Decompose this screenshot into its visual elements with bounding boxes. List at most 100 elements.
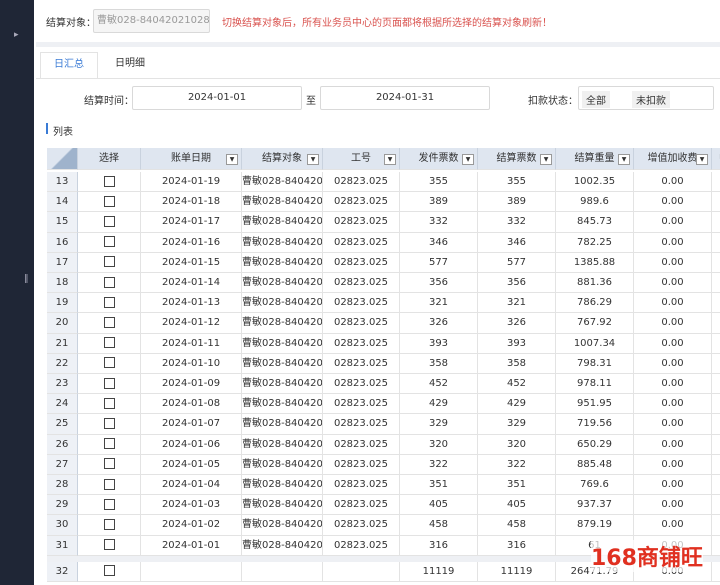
cell: 316	[478, 535, 556, 556]
cell: 881.36	[556, 273, 634, 294]
cell: 02823.025	[323, 273, 400, 294]
row-number: 31	[47, 535, 78, 556]
status-tag: 全部	[582, 91, 610, 108]
checkbox[interactable]	[103, 195, 115, 207]
cell: 2024-01-12	[141, 313, 242, 334]
cell: 356	[478, 273, 556, 294]
filter-button[interactable]: ▼	[384, 154, 396, 165]
cell: 02823.025	[323, 394, 400, 415]
select-cell	[78, 414, 141, 435]
cell: 2024-01-02	[141, 515, 242, 536]
cell	[712, 212, 720, 233]
cell: 0.00	[634, 252, 712, 273]
filter-button[interactable]: ▼	[307, 154, 319, 165]
cell: 0.00	[634, 172, 712, 193]
cell: 316	[400, 535, 478, 556]
cell: 458	[400, 515, 478, 536]
cell: 358	[400, 353, 478, 374]
cell: 02823.025	[323, 374, 400, 395]
column-header: 工号 ▼	[323, 148, 400, 170]
checkbox[interactable]	[103, 337, 115, 349]
cell: 曹敏028-84042021	[242, 353, 323, 374]
cell: 2024-01-18	[141, 192, 242, 213]
cell	[712, 435, 720, 455]
checkbox[interactable]	[103, 438, 115, 450]
cell: 02823.025	[323, 515, 400, 536]
notice: 切换结算对象后，所有业务员中心的页面都将根据所选择的结算对象刷新！	[222, 18, 552, 29]
filter-button[interactable]: ▼	[696, 154, 708, 165]
checkbox[interactable]	[103, 478, 115, 490]
checkbox[interactable]	[103, 565, 115, 577]
cell: 曹敏028-84042021	[242, 313, 323, 334]
cell	[712, 313, 720, 334]
cell: 02823.025	[323, 353, 400, 374]
checkbox[interactable]	[103, 175, 115, 187]
time-label: 结算时间：	[84, 96, 134, 107]
scrollbar[interactable]	[47, 555, 720, 562]
checkbox[interactable]	[103, 498, 115, 510]
checkbox[interactable]	[103, 417, 115, 429]
start-date[interactable]: 2024-01-01	[132, 86, 302, 110]
cell: 曹敏028-84042021	[242, 273, 323, 294]
checkbox[interactable]	[103, 518, 115, 530]
cell: 782.25	[556, 232, 634, 253]
column-header: 结算重量 ▼	[556, 148, 634, 170]
cell: 0.00	[634, 232, 712, 253]
checkbox[interactable]	[103, 215, 115, 227]
checkbox[interactable]	[103, 256, 115, 268]
cell: 885.48	[556, 454, 634, 475]
total-cell	[712, 562, 720, 582]
sidebar: ▸ ‖	[0, 0, 34, 585]
checkbox[interactable]	[103, 458, 115, 470]
cell: 0.00	[634, 333, 712, 354]
cell: 719.56	[556, 414, 634, 435]
checkbox[interactable]	[103, 236, 115, 248]
cell: 02823.025	[323, 172, 400, 193]
checkbox[interactable]	[103, 296, 115, 308]
column-header: 中	[712, 148, 720, 170]
select-cell	[78, 313, 141, 334]
select-cell	[78, 515, 141, 536]
status-tag: 未扣款	[632, 91, 670, 108]
filter-button[interactable]: ▼	[226, 154, 238, 165]
expand-arrow[interactable]: ▸	[14, 30, 19, 40]
filter-button[interactable]: ▼	[618, 154, 630, 165]
cell: 845.73	[556, 212, 634, 233]
list-title: 列表	[53, 127, 73, 138]
total-cell	[242, 561, 323, 582]
cell: 曹敏028-84042021	[242, 434, 323, 455]
filter-button[interactable]: ▼	[540, 154, 552, 165]
checkbox[interactable]	[103, 377, 115, 389]
cell: 2024-01-07	[141, 414, 242, 435]
cell	[712, 293, 720, 314]
resize-handle[interactable]: ‖	[24, 274, 29, 284]
tab-active[interactable]: 日汇总	[40, 52, 98, 79]
column-header: 发件票数 ▼	[400, 148, 478, 170]
checkbox[interactable]	[103, 357, 115, 369]
cell: 02823.025	[323, 454, 400, 475]
row-number: 15	[47, 212, 78, 233]
cell: 02823.025	[323, 414, 400, 435]
checkbox[interactable]	[103, 397, 115, 409]
end-date[interactable]: 2024-01-31	[320, 86, 490, 110]
object-input[interactable]: 曹敏028-840420210282	[93, 9, 210, 33]
cell: 332	[400, 212, 478, 233]
cell: 577	[400, 252, 478, 273]
cell: 2024-01-04	[141, 475, 242, 496]
filter-button[interactable]: ▼	[462, 154, 474, 165]
cell: 798.31	[556, 353, 634, 374]
column-header: 选择	[78, 148, 141, 170]
cell: 1002.35	[556, 172, 634, 193]
cell: 曹敏028-84042021	[242, 374, 323, 395]
tab[interactable]: 日明细	[115, 58, 145, 69]
checkbox[interactable]	[103, 276, 115, 288]
cell: 曹敏028-84042021	[242, 535, 323, 556]
cell: 2024-01-06	[141, 434, 242, 455]
cell: 346	[400, 232, 478, 253]
checkbox[interactable]	[103, 539, 115, 551]
select-cell	[78, 394, 141, 415]
checkbox[interactable]	[103, 316, 115, 328]
list-marker	[46, 123, 48, 134]
cell	[712, 354, 720, 374]
